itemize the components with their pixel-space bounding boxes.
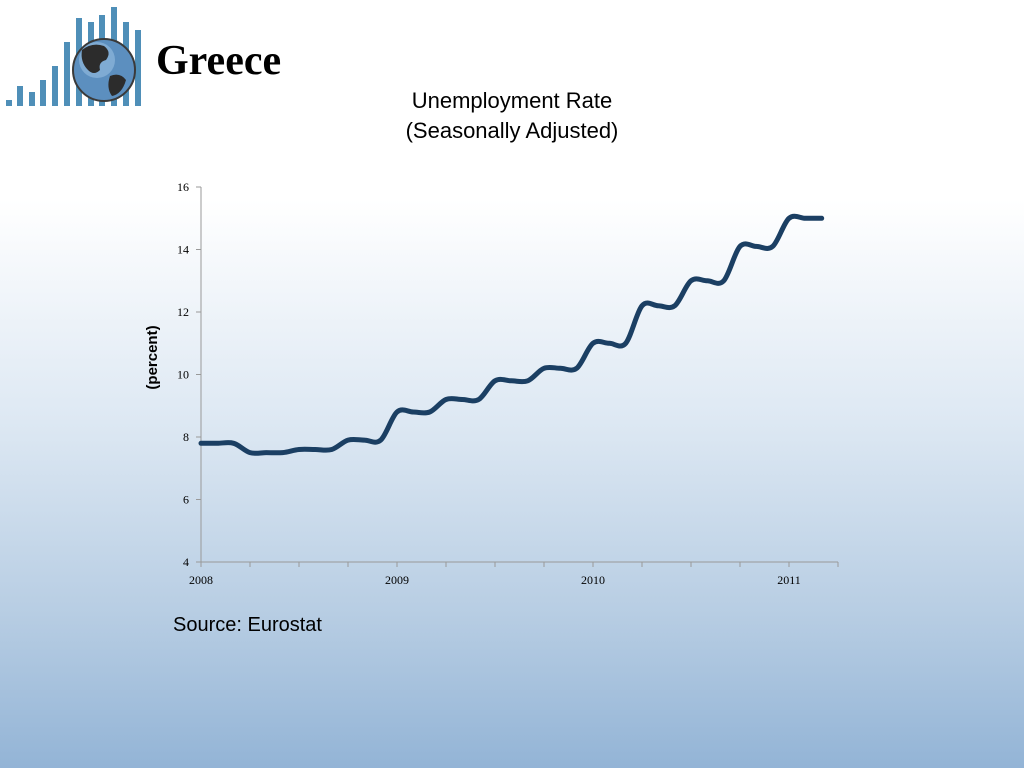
y-tick-label: 4	[183, 555, 189, 569]
chart-title: Unemployment Rate	[411, 88, 613, 113]
globe-icon	[72, 38, 136, 102]
chart-subtitle: (Seasonally Adjusted)	[405, 118, 619, 143]
y-tick-label: 6	[183, 493, 189, 507]
page-title: Greece	[156, 38, 282, 84]
x-tick-label: 2008	[189, 573, 213, 587]
x-tick-label: 2010	[581, 573, 605, 587]
x-axis-ticks: 2008 2009 2010 2011	[189, 562, 839, 587]
x-tick-label: 2009	[385, 573, 409, 587]
chart-series	[198, 213, 825, 456]
y-tick-label: 8	[183, 430, 189, 444]
series-line	[198, 213, 825, 456]
globe-bar-chart-logo	[6, 7, 141, 106]
y-axis-label: (percent)	[144, 325, 161, 389]
x-tick-label: 2011	[777, 573, 801, 587]
chart-title-block: Unemployment Rate (Seasonally Adjusted)	[312, 86, 712, 146]
y-tick-label: 16	[177, 180, 189, 194]
y-tick-label: 10	[177, 368, 189, 382]
y-tick-label: 14	[177, 243, 189, 257]
y-tick-label: 12	[177, 305, 189, 319]
source-note: Source: Eurostat	[173, 614, 322, 636]
y-axis-ticks: 4 6 8 10 12 14 16	[177, 180, 201, 569]
